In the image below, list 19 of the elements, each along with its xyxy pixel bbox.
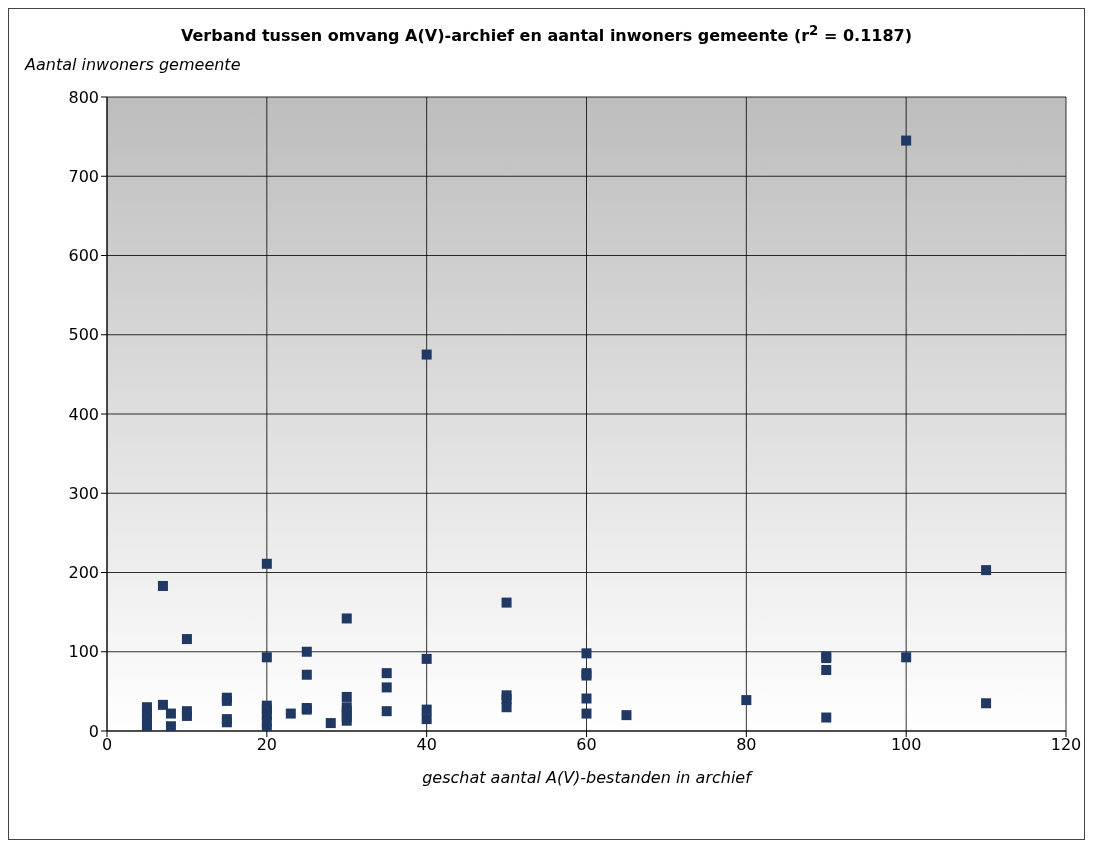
x-tick-label: 20: [256, 735, 278, 755]
x-axis-title: geschat aantal A(V)-bestanden in archief: [422, 768, 754, 787]
y-tick-label: 800: [68, 87, 99, 107]
x-tick-label: 80: [736, 735, 757, 755]
y-tick-label: 200: [68, 563, 99, 583]
y-tick-label: 700: [68, 166, 99, 186]
y-tick-label: 400: [68, 404, 99, 424]
y-axis-title: Aantal inwoners gemeente: [25, 55, 241, 74]
chart-title: Verband tussen omvang A(V)-archief en aantal inwoners gemeente (r$^{2}$ = 0.1187): [180, 23, 913, 46]
x-tick-label: 60: [576, 735, 597, 755]
y-tick-label: 500: [68, 325, 99, 345]
x-tick-label: 120: [1050, 735, 1082, 755]
y-tick-label: 0: [88, 721, 99, 741]
x-tick-label: 0: [101, 735, 113, 755]
x-tick-label: 100: [890, 735, 922, 755]
y-tick-label: 100: [68, 642, 99, 662]
x-tick-label: 40: [416, 735, 437, 755]
y-tick-label: 300: [68, 483, 99, 503]
y-tick-label: 600: [68, 246, 99, 266]
